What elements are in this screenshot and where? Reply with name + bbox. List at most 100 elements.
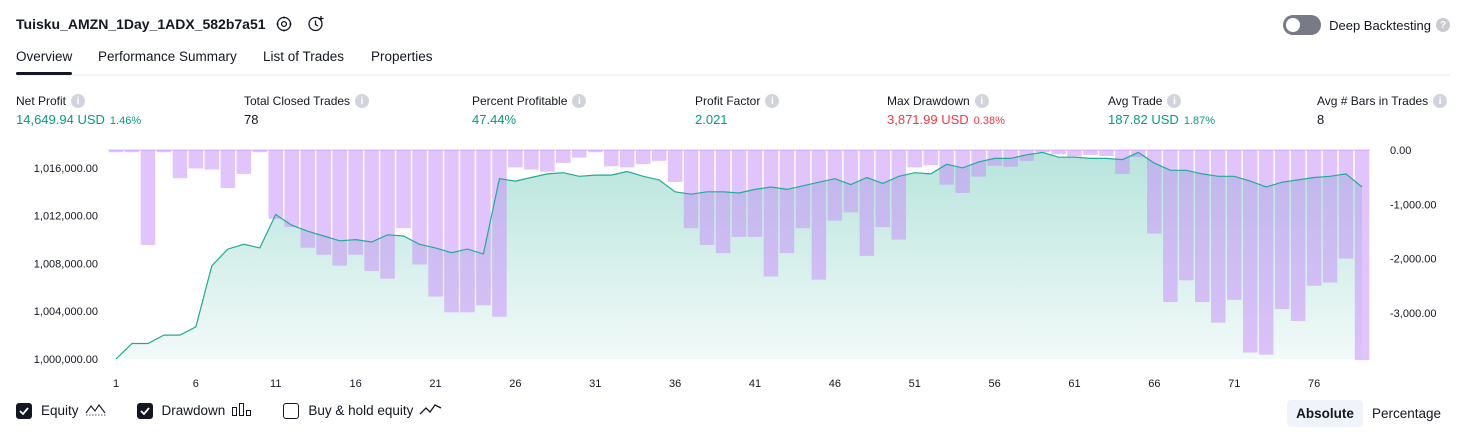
metric-value: 187.82 USD [1108,112,1179,127]
drawdown-bar [524,150,539,170]
info-icon[interactable]: i [572,94,587,108]
drawdown-bar [715,150,731,254]
mode-absolute-button[interactable]: Absolute [1287,400,1363,427]
drawdown-bar [300,150,315,248]
drawdown-bar [1067,150,1082,157]
left-axis-tick-label: 1,016,000.00 [34,163,98,175]
drawdown-bar [1099,150,1114,156]
x-axis-tick-label: 26 [509,378,521,390]
info-icon[interactable]: i [1167,94,1182,108]
legend-equity[interactable]: Equity [16,402,107,419]
drawdown-bar [795,150,811,229]
metric-label: Avg # Bars in Trades [1317,94,1429,108]
drawdown-bar [923,150,938,166]
info-icon[interactable]: i [765,94,780,108]
equity-checkbox[interactable] [16,402,32,419]
drawdown-bar [827,150,843,221]
drawdown-bar [1035,150,1050,153]
deep-backtesting-control: Deep Backtesting ? [1283,14,1450,36]
left-axis-tick-label: 1,004,000.00 [34,306,98,318]
drawdown-bar [204,150,220,170]
info-icon[interactable]: i [1433,94,1448,108]
buy-hold-checkbox[interactable] [283,402,300,419]
info-icon[interactable]: i [355,94,370,108]
tab-properties[interactable]: Properties [371,49,433,64]
drawdown-bar [540,150,555,172]
drawdown-bar [604,150,619,167]
metric-label: Total Closed Trades [244,94,351,108]
help-icon[interactable]: ? [1436,18,1450,32]
metric-avg-trade: Avg Trade i 187.82 USD 1.87% [1108,94,1215,127]
drawdown-bar [1306,150,1322,286]
info-icon[interactable]: i [974,94,989,108]
drawdown-bar [1290,150,1306,321]
left-axis-tick-label: 1,012,000.00 [34,211,98,223]
x-axis-tick-label: 36 [669,378,681,390]
drawdown-bar [683,150,699,229]
drawdown-bar [907,150,922,168]
metric-net-profit: Net Profit i 14,649.94 USD 1.46% [16,94,141,127]
x-axis-tick-label: 1 [113,378,119,390]
drawdown-bar [939,150,954,185]
metric-percent-profitable: Percent Profitable i 47.44% [472,94,587,127]
legend-drawdown[interactable]: Drawdown [136,402,254,419]
mode-percentage-button[interactable]: Percentage [1371,406,1441,421]
drawdown-bar [1322,150,1338,283]
drawdown-bar [508,150,523,168]
scale-mode-switch: Absolute Percentage [1287,400,1450,427]
x-axis-tick-label: 56 [988,378,1000,390]
drawdown-bar [460,150,475,313]
drawdown-bar [779,150,795,254]
tab-overview[interactable]: Overview [16,49,73,75]
equity-area [116,152,1363,359]
drawdown-bar [747,150,763,237]
legend-buy-hold-equity[interactable]: Buy & hold equity [283,402,443,419]
drawdown-bar [1211,150,1226,323]
drawdown-bar [971,150,986,177]
strategy-header: Tuisku_AMZN_1Day_1ADX_582b7a51 Deep Back… [16,12,1450,38]
legend-label: Buy & hold equity [308,403,414,418]
tab-list-of-trades[interactable]: List of Trades [263,49,345,64]
drawdown-bars-icon [231,402,253,419]
info-icon[interactable]: i [71,94,86,108]
drawdown-bar [1338,150,1354,259]
drawdown-bar [1147,150,1162,234]
deep-backtesting-toggle[interactable] [1283,15,1322,35]
metric-value: 14,649.94 USD [16,112,105,127]
drawdown-bar [492,150,507,317]
left-axis-tick-label: 1,008,000.00 [34,258,98,270]
metric-percent: 0.38% [973,115,1005,127]
drawdown-bar [476,150,491,306]
drawdown-bar [619,150,635,168]
drawdown-bar [332,150,347,266]
drawdown-bar [1195,150,1210,302]
drawdown-bar [124,150,140,153]
drawdown-bar [140,150,156,245]
buy-hold-line-icon [419,402,443,419]
right-axis-tick-label: -1,000.00 [1390,199,1436,211]
metric-max-drawdown: Max Drawdown i 3,871.99 USD 0.38% [887,94,1005,127]
x-axis-tick-label: 21 [429,378,441,390]
metric-value: 2.021 [695,112,728,127]
add-to-chart-icon[interactable] [306,14,326,34]
equity-drawdown-chart[interactable]: 1,000,000.00 1,004,000.00 1,008,000.00 1,01… [0,140,1466,396]
metric-value: 78 [244,112,259,127]
x-axis-tick-label: 11 [270,378,281,390]
drawdown-bar [588,150,603,153]
right-axis-tick-label: 0.00 [1390,145,1411,157]
drawdown-checkbox[interactable] [136,402,153,419]
drawdown-bar [396,150,411,229]
drawdown-bar [891,150,906,240]
tab-performance-summary[interactable]: Performance Summary [98,49,237,64]
drawdown-bar [156,150,172,153]
settings-gear-icon[interactable] [274,14,294,34]
metric-total-closed-trades: Total Closed Trades i 78 [244,94,370,127]
metric-value: 47.44% [472,112,517,127]
drawdown-bar [1019,150,1034,161]
drawdown-bar [268,150,283,219]
drawdown-bar [843,150,859,213]
metric-label: Net Profit [16,94,67,108]
metric-value: 8 [1317,112,1325,127]
drawdown-bar [252,150,267,153]
drawdown-bar [412,150,427,265]
